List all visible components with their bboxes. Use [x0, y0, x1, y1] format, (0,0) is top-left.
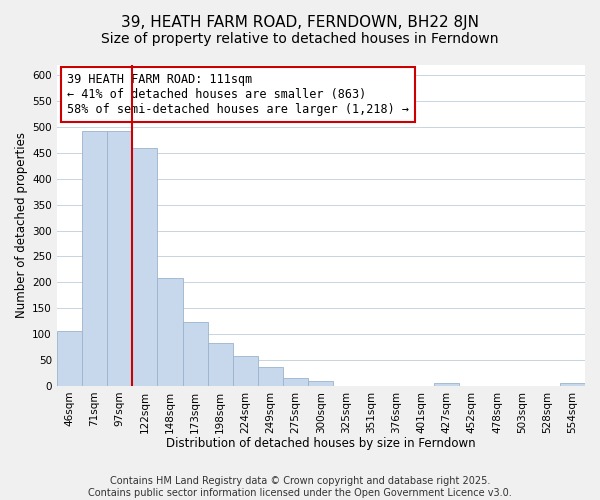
Bar [157, 278, 182, 386]
Bar [233, 356, 258, 386]
Bar [283, 378, 308, 386]
Text: Contains HM Land Registry data © Crown copyright and database right 2025.
Contai: Contains HM Land Registry data © Crown c… [88, 476, 512, 498]
Bar [258, 367, 283, 386]
Bar [434, 384, 459, 386]
Bar [57, 331, 82, 386]
Bar [82, 130, 107, 386]
Bar [107, 130, 132, 386]
Text: 39 HEATH FARM ROAD: 111sqm
← 41% of detached houses are smaller (863)
58% of sem: 39 HEATH FARM ROAD: 111sqm ← 41% of deta… [67, 73, 409, 116]
Y-axis label: Number of detached properties: Number of detached properties [15, 132, 28, 318]
Bar [308, 380, 334, 386]
Text: Size of property relative to detached houses in Ferndown: Size of property relative to detached ho… [101, 32, 499, 46]
Bar [132, 148, 157, 386]
X-axis label: Distribution of detached houses by size in Ferndown: Distribution of detached houses by size … [166, 437, 476, 450]
Bar [208, 344, 233, 386]
Text: 39, HEATH FARM ROAD, FERNDOWN, BH22 8JN: 39, HEATH FARM ROAD, FERNDOWN, BH22 8JN [121, 15, 479, 30]
Bar [560, 384, 585, 386]
Bar [182, 322, 208, 386]
